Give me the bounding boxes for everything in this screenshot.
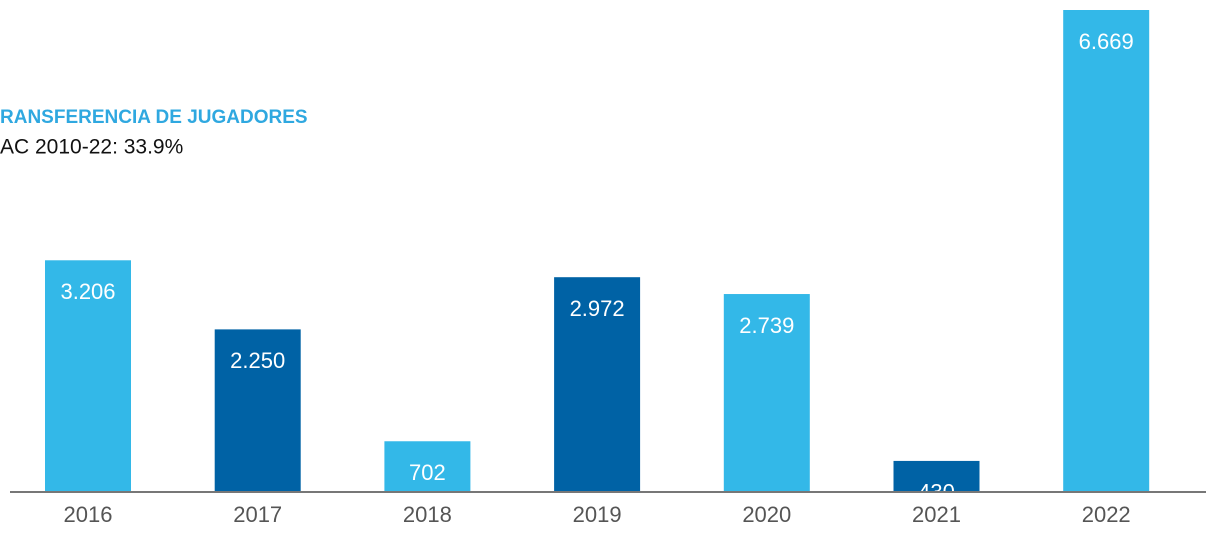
bar xyxy=(554,277,641,492)
bar xyxy=(893,460,980,492)
chart-title: RANSFERENCIA DE JUGADORES xyxy=(0,107,308,128)
x-tick-label: 2016 xyxy=(64,502,113,527)
bar xyxy=(45,260,131,492)
x-tick-label: 2022 xyxy=(1082,502,1131,527)
value-label: 6.669 xyxy=(1079,29,1134,54)
value-label: 3.206 xyxy=(60,279,115,304)
x-tick-label: 2017 xyxy=(233,502,282,527)
value-label: 2.972 xyxy=(570,296,625,321)
chart-subtitle: AC 2010-22: 33.9% xyxy=(0,136,183,159)
value-label: 2.739 xyxy=(739,313,794,338)
x-tick-label: 2019 xyxy=(573,502,622,527)
x-tick-label: 2021 xyxy=(912,502,961,527)
bar xyxy=(1063,10,1150,492)
bar xyxy=(723,294,810,492)
bar xyxy=(384,441,471,492)
x-tick-label: 2018 xyxy=(403,502,452,527)
x-tick-label: 2020 xyxy=(742,502,791,527)
bar xyxy=(214,329,301,492)
value-label: 702 xyxy=(409,460,446,485)
value-label: 2.250 xyxy=(230,348,285,373)
